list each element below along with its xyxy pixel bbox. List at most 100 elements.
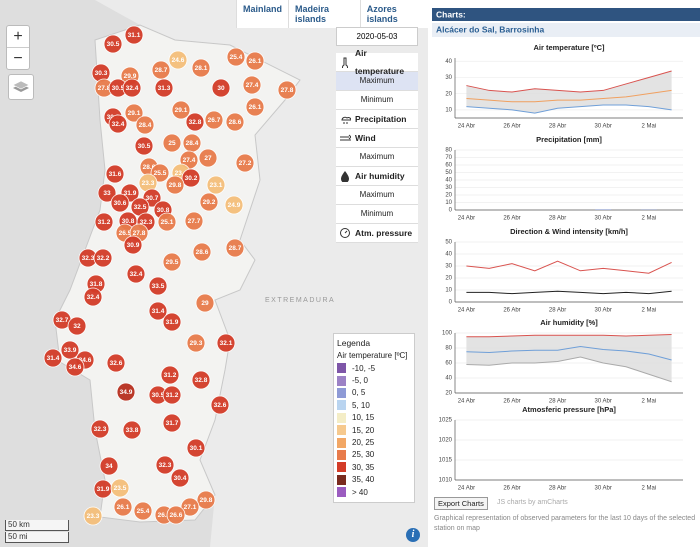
station-marker[interactable]: [148, 301, 168, 321]
station-marker[interactable]: [157, 212, 177, 232]
station-marker[interactable]: [105, 164, 125, 184]
menu-option[interactable]: Maximum: [336, 148, 418, 167]
map[interactable]: EXTREMADURA 31.1 30.5 24.6 28.1 25.4 26.1 28.7 3…: [0, 0, 428, 547]
export-button[interactable]: Export Charts: [434, 497, 488, 510]
station-marker[interactable]: [134, 136, 154, 156]
zoom-in[interactable]: +: [13, 28, 23, 45]
station-marker[interactable]: [160, 365, 180, 385]
station-marker[interactable]: [122, 78, 142, 98]
station-marker[interactable]: [60, 340, 80, 360]
station-marker[interactable]: [184, 211, 204, 231]
station-marker[interactable]: [154, 78, 174, 98]
menu-option[interactable]: Minimum: [336, 205, 418, 224]
zoom-out[interactable]: −: [7, 47, 29, 69]
station-marker[interactable]: [235, 153, 255, 173]
station-marker[interactable]: [126, 264, 146, 284]
station-marker[interactable]: [195, 293, 215, 313]
station-marker[interactable]: [148, 276, 168, 296]
station-marker[interactable]: [180, 497, 200, 517]
station-marker[interactable]: [124, 25, 144, 45]
date-box[interactable]: 2020-05-03: [336, 27, 418, 46]
station-marker[interactable]: [171, 100, 191, 120]
station-marker[interactable]: [168, 50, 188, 70]
station-marker[interactable]: [151, 60, 171, 80]
station-marker[interactable]: [83, 287, 103, 307]
station-marker[interactable]: [191, 58, 211, 78]
station-value: 34.6: [79, 357, 92, 364]
station-marker[interactable]: [199, 192, 219, 212]
menu-option[interactable]: Maximum: [336, 72, 418, 91]
layers-button[interactable]: [8, 74, 34, 100]
station-marker[interactable]: [245, 97, 265, 117]
station-marker[interactable]: [99, 456, 119, 476]
station-marker[interactable]: [170, 468, 190, 488]
station-marker[interactable]: [108, 114, 128, 134]
station-marker[interactable]: [216, 333, 236, 353]
station-marker[interactable]: [166, 505, 186, 525]
station-marker[interactable]: [162, 133, 182, 153]
station-marker[interactable]: [162, 413, 182, 433]
station-marker[interactable]: [93, 248, 113, 268]
station-marker[interactable]: [242, 75, 262, 95]
station-marker[interactable]: [191, 370, 211, 390]
station-marker[interactable]: [181, 168, 201, 188]
station-marker[interactable]: [122, 420, 142, 440]
station-marker[interactable]: [106, 353, 126, 373]
station-marker[interactable]: [83, 506, 103, 526]
station-marker[interactable]: [103, 34, 123, 54]
menu-option[interactable]: Minimum: [336, 91, 418, 110]
station-value: 29.3: [190, 340, 203, 347]
tab[interactable]: Madeira islands: [288, 0, 360, 28]
station-marker[interactable]: [135, 115, 155, 135]
station-marker[interactable]: [43, 348, 63, 368]
tab[interactable]: Mainland: [236, 0, 288, 28]
station-marker[interactable]: [165, 175, 185, 195]
station-marker[interactable]: [155, 455, 175, 475]
menu-group[interactable]: Atm. pressure: [336, 224, 418, 243]
station-marker[interactable]: [211, 78, 231, 98]
station-marker[interactable]: [226, 47, 246, 67]
y-tick-label: 10: [445, 200, 452, 206]
station-marker[interactable]: [65, 357, 85, 377]
station-marker[interactable]: [210, 395, 230, 415]
menu-option[interactable]: Maximum: [336, 186, 418, 205]
station-marker[interactable]: [204, 110, 224, 130]
x-tick-label: 24 Abr: [458, 486, 475, 492]
station-marker[interactable]: [186, 333, 206, 353]
station-marker[interactable]: [162, 385, 182, 405]
station-marker[interactable]: [245, 51, 265, 71]
station-marker[interactable]: [97, 183, 117, 203]
tab[interactable]: Azores islands: [359, 0, 428, 28]
station-marker[interactable]: [110, 193, 130, 213]
station-marker[interactable]: [277, 80, 297, 100]
station-marker[interactable]: [67, 316, 87, 336]
station-marker[interactable]: [185, 112, 205, 132]
station-marker[interactable]: [133, 501, 153, 521]
station-marker[interactable]: [186, 438, 206, 458]
station-marker[interactable]: [192, 242, 212, 262]
menu-group[interactable]: Precipitation: [336, 110, 418, 129]
menu-group[interactable]: Air humidity: [336, 167, 418, 186]
station-marker[interactable]: [94, 212, 114, 232]
station-marker[interactable]: [123, 235, 143, 255]
station-marker[interactable]: [90, 419, 110, 439]
station-value: 33.5: [152, 283, 165, 290]
info-button[interactable]: i: [406, 528, 420, 542]
menu-group[interactable]: Wind: [336, 129, 418, 148]
station-marker[interactable]: [206, 175, 226, 195]
menu-group[interactable]: Air temperature: [336, 48, 418, 76]
station-marker[interactable]: [198, 148, 218, 168]
y-tick-label: 60: [445, 163, 452, 169]
station-marker[interactable]: [196, 490, 216, 510]
station-marker[interactable]: [116, 382, 136, 402]
station-marker[interactable]: [225, 238, 245, 258]
station-marker[interactable]: [162, 252, 182, 272]
station-marker[interactable]: [162, 312, 182, 332]
station-marker[interactable]: [110, 478, 130, 498]
y-tick-label: 30: [445, 185, 452, 191]
station-marker[interactable]: [113, 497, 133, 517]
station-marker[interactable]: [124, 103, 144, 123]
credit[interactable]: JS charts by amCharts: [497, 499, 568, 506]
station-marker[interactable]: [224, 195, 244, 215]
station-marker[interactable]: [225, 112, 245, 132]
